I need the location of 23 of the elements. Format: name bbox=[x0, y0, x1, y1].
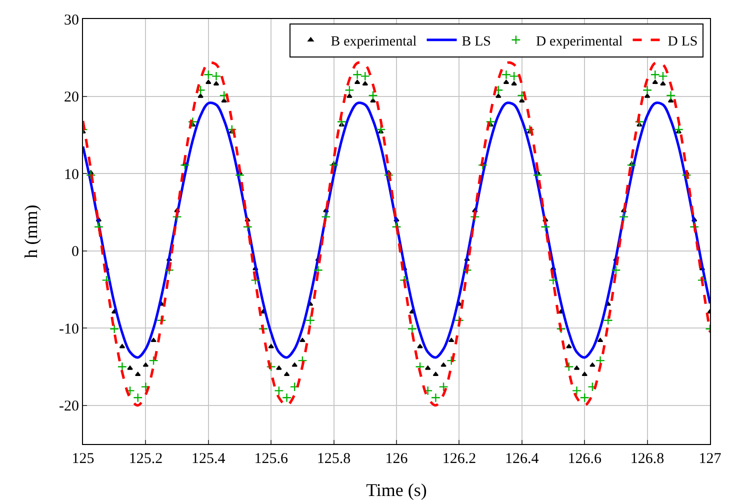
x-tick-label: 126 bbox=[385, 451, 408, 467]
y-tick-label: 20 bbox=[64, 90, 79, 106]
x-tick-label: 125.8 bbox=[316, 451, 351, 467]
x-tick-label: 125.4 bbox=[192, 451, 226, 467]
x-tick-label: 127 bbox=[698, 451, 722, 467]
x-axis-title: Time (s) bbox=[366, 480, 427, 500]
x-tick-label: 126.8 bbox=[630, 451, 664, 467]
y-tick-label: -10 bbox=[59, 321, 79, 338]
legend-label: B LS bbox=[462, 34, 491, 50]
x-tick-label: 125.6 bbox=[254, 451, 288, 467]
x-tick-label: 126.6 bbox=[568, 451, 602, 467]
legend-label: D LS bbox=[668, 34, 698, 50]
x-tick-label: 126.4 bbox=[505, 451, 540, 467]
x-tick-label: 125.2 bbox=[128, 451, 163, 467]
y-axis-title: h (mm) bbox=[21, 204, 41, 258]
y-tick-label: -20 bbox=[59, 398, 79, 415]
x-tick-label: 126.2 bbox=[442, 451, 476, 467]
y-tick-label: 30 bbox=[64, 12, 79, 28]
legend-label: B experimental bbox=[330, 34, 417, 50]
y-tick-label: 0 bbox=[72, 244, 79, 260]
x-tick-label: 125 bbox=[72, 451, 94, 467]
y-tick-label: 10 bbox=[64, 166, 79, 183]
legend-label: D experimental bbox=[536, 34, 623, 50]
